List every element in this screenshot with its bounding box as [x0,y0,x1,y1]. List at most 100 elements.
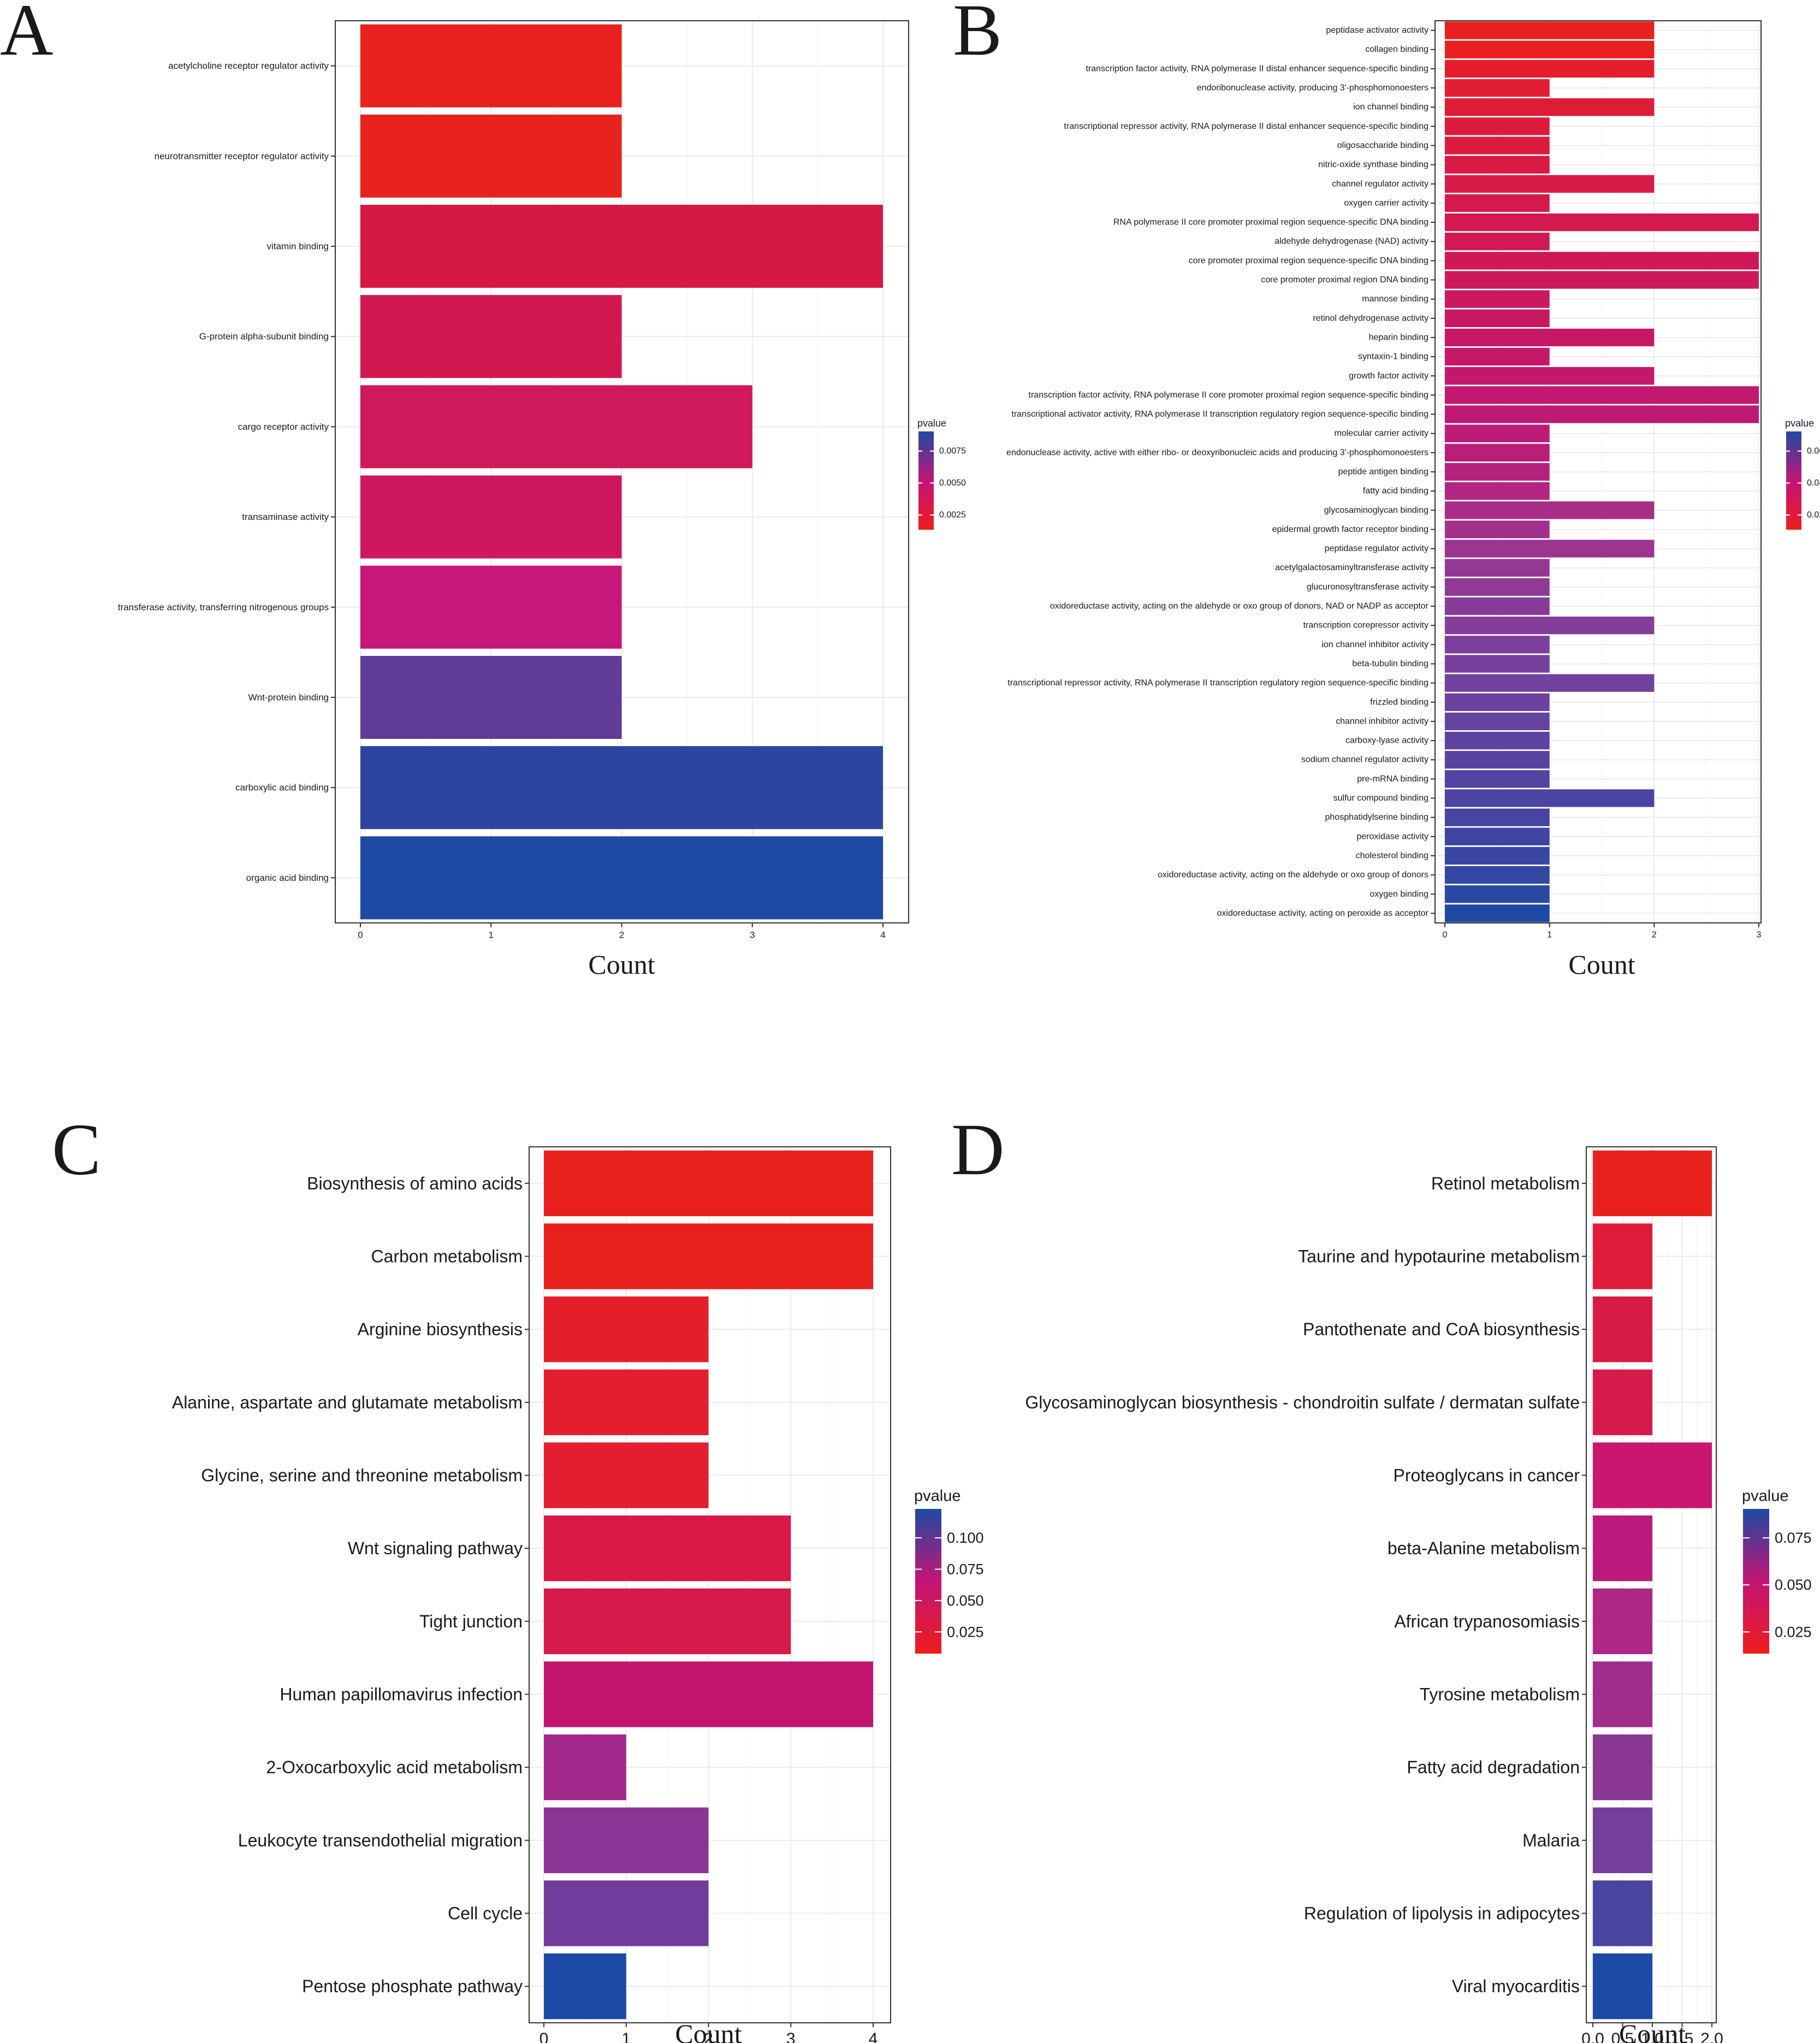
category-label: sulfur compound binding [1333,793,1428,803]
category-label: cargo receptor activity [238,422,329,432]
bar [544,1296,709,1363]
category-label: transcription corepressor activity [1303,621,1428,630]
x-tick-label: 2 [619,929,624,940]
x-tick-label: 1.5 [1671,2030,1694,2043]
category-label: Carbon metabolism [371,1247,523,1266]
bar [360,385,752,469]
category-label: glycosaminoglycan binding [1324,506,1428,515]
legend-colorbar [1786,431,1801,530]
bar [1593,1369,1652,1435]
x-tick-label: 2.0 [1700,2030,1723,2043]
category-label: vitamin binding [267,241,329,252]
legend-title: pvalue [1785,418,1814,429]
bar [360,114,622,198]
bar [544,1369,709,1435]
legend-colorbar [915,1509,941,1654]
bar [1445,117,1550,135]
x-axis-title: Count [675,2018,742,2043]
bar [1445,233,1550,251]
category-label: endonuclease activity, active with eithe… [1006,448,1428,457]
category-label: Cell cycle [448,1904,523,1923]
bar [1593,1150,1712,1216]
bar [1445,540,1655,558]
category-label: Proteoglycans in cancer [1393,1466,1580,1485]
bar [1445,347,1550,366]
category-label: Wnt-protein binding [248,692,329,703]
category-label: oligosaccharide binding [1337,141,1428,150]
bar [1593,1734,1652,1801]
category-label: aldehyde dehydrogenase (NAD) activity [1274,237,1428,246]
category-label: retinol dehydrogenase activity [1313,313,1428,323]
bar [1445,175,1655,193]
bar [1593,1296,1652,1363]
legend-colorbar [1743,1509,1769,1654]
bar [1445,693,1550,711]
bar [544,1734,626,1801]
bar [1445,252,1759,270]
category-label: Pantothenate and CoA biosynthesis [1303,1319,1580,1339]
x-tick-label: 3 [750,929,755,940]
category-label: peptide antigen binding [1338,467,1428,477]
x-tick-label: 1 [621,2030,631,2043]
bar [1445,424,1550,442]
category-label: oxidoreductase activity, acting on the a… [1050,602,1429,611]
category-label: Viral myocarditis [1452,1976,1580,1996]
bar [1445,674,1655,692]
category-label: transferase activity, transferring nitro… [118,602,329,612]
x-tick-label: 3 [786,2030,796,2043]
bar [544,1442,709,1508]
bar [1445,846,1550,865]
category-label: Fatty acid degradation [1407,1757,1580,1777]
x-tick-label: 1.0 [1641,2030,1664,2043]
category-label: glucuronosyltransferase activity [1307,582,1428,591]
legend-title: pvalue [917,418,946,429]
legend-tick-label: 0.0075 [939,447,966,456]
category-label: core promoter proximal region sequence-s… [1189,256,1428,265]
x-tick-label: 1 [1547,930,1552,939]
category-label: transcriptional activator activity, RNA … [1011,410,1428,419]
bar [1445,770,1550,788]
legend-tick-label: 0.075 [1775,1530,1812,1546]
bar [544,1880,709,1946]
category-label: nitric-oxide synthase binding [1318,160,1428,169]
category-label: carboxylic acid binding [235,783,329,793]
bar [1445,213,1759,232]
bar [1445,501,1655,519]
bar [360,746,883,830]
bar [544,1588,791,1654]
bar [1593,1880,1652,1946]
category-label: oxidoreductase activity, acting on the a… [1158,871,1428,880]
bar [1593,1223,1652,1289]
bar [360,24,622,108]
category-label: oxygen carrier activity [1344,198,1428,208]
panel-C: C Biosynthesis of amino acids Carbon metab… [52,1109,984,2043]
legend: pvalue 0.075 0.050 0.025 [1742,1488,1812,1654]
category-label: neurotransmitter receptor regulator acti… [155,151,329,161]
category-label: acetylcholine receptor regulator activit… [168,61,329,71]
bar [1593,1807,1652,1873]
x-tick-label: 0 [540,2030,549,2043]
legend: pvalue 0.06 0.04 0.02 [1785,418,1820,530]
x-tick-label: 4 [880,929,885,940]
bar [1445,789,1655,807]
category-label: mannose binding [1362,294,1428,304]
legend-tick-label: 0.075 [947,1561,984,1577]
bar [1445,386,1759,404]
x-tick-label: 0.0 [1581,2030,1604,2043]
category-label: Malaria [1522,1831,1580,1850]
bar [544,1515,791,1582]
plot-area [529,1147,891,2023]
category-label: syntaxin-1 binding [1358,352,1428,362]
category-label: Wnt signaling pathway [348,1538,523,1558]
legend: pvalue 0.100 0.075 0.050 0.025 [914,1488,984,1654]
x-axis-title: Count [1619,2018,1686,2043]
panel-letter-A: A [0,0,54,71]
bar [1445,156,1550,174]
legend-tick-label: 0.025 [1775,1624,1812,1640]
category-label: transaminase activity [242,512,329,522]
legend-tick-label: 0.050 [1775,1577,1812,1593]
category-label: African trypanosomiasis [1394,1612,1580,1631]
bar [1445,482,1550,500]
